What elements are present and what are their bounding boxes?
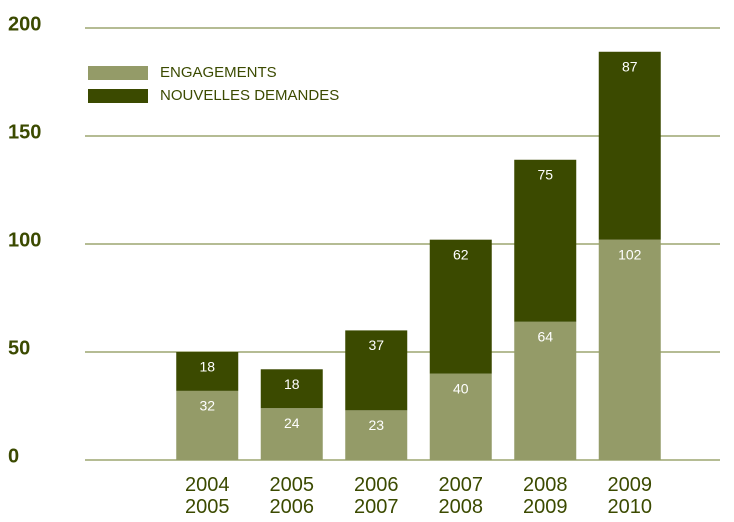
legend-swatch [88, 89, 148, 103]
value-label: 23 [368, 417, 384, 433]
value-label: 75 [537, 166, 553, 182]
x-tick-label: 2008 2009 [523, 474, 568, 517]
value-label: 64 [537, 328, 553, 344]
bar-segment [598, 239, 661, 460]
bar-segment [514, 321, 577, 460]
x-tick-label: 2007 2008 [439, 474, 484, 517]
bar-segment [345, 410, 408, 460]
bar-segment [345, 330, 408, 411]
bar-segment [429, 373, 492, 460]
value-label: 18 [284, 376, 300, 392]
y-tick-label: 50 [8, 337, 30, 359]
legend-label: ENGAGEMENTS [160, 64, 277, 81]
bar-segment [176, 390, 239, 460]
value-label: 87 [622, 58, 638, 74]
value-label: 62 [453, 246, 469, 262]
legend-swatch [88, 66, 148, 80]
bar-segment [514, 159, 577, 322]
bar-segment [429, 239, 492, 374]
legend-label: NOUVELLES DEMANDES [160, 87, 339, 104]
value-label: 40 [453, 380, 469, 396]
y-tick-label: 150 [8, 121, 41, 143]
bar-segment [260, 408, 323, 460]
value-label: 102 [618, 246, 642, 262]
x-tick-label: 2004 2005 [185, 474, 230, 517]
value-label: 37 [368, 337, 384, 353]
bar-segment [260, 369, 323, 409]
value-label: 18 [199, 359, 215, 375]
x-tick-label: 2006 2007 [354, 474, 399, 517]
y-tick-label: 100 [8, 229, 41, 251]
value-label: 24 [284, 415, 300, 431]
bar-segment [598, 51, 661, 240]
y-tick-label: 0 [8, 445, 19, 467]
x-tick-label: 2009 2010 [608, 474, 653, 517]
x-tick-label: 2005 2006 [270, 474, 315, 517]
value-label: 32 [199, 398, 215, 414]
bar-segment [176, 352, 239, 391]
y-tick-label: 200 [8, 13, 41, 35]
